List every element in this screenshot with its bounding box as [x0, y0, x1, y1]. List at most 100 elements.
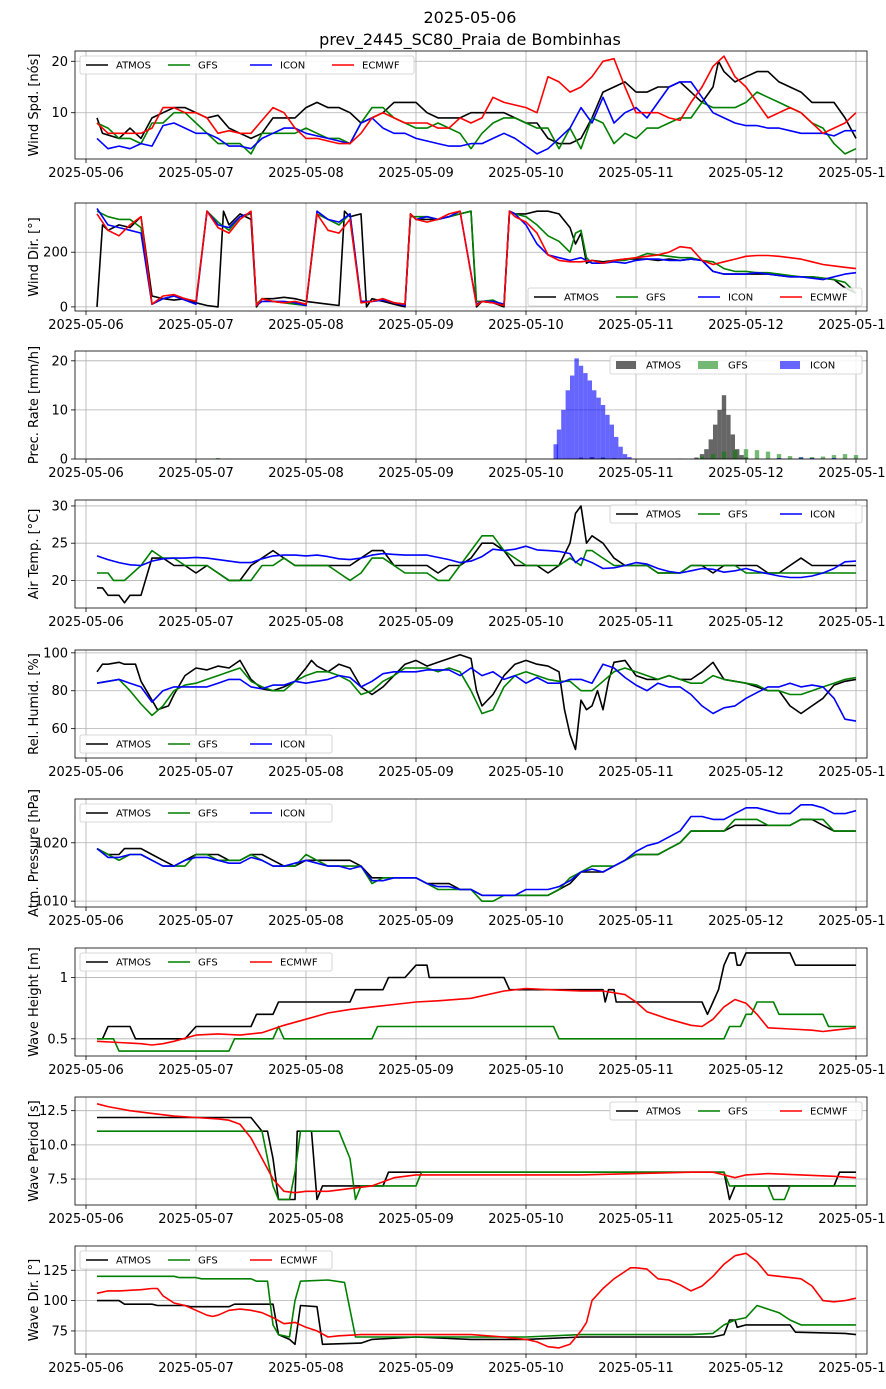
- legend: ATMOS GFS ICON: [79, 734, 333, 754]
- precip-bar-gfs: [842, 454, 848, 459]
- precip-bar-icon: [618, 446, 623, 459]
- x-tick-label: 2025-05-06: [48, 1361, 124, 1376]
- legend: ATMOS GFS ECMWF: [79, 1250, 333, 1270]
- precip-bar-atmos: [726, 414, 731, 459]
- plot-area: [94, 358, 859, 459]
- y-tick-label: 200: [43, 246, 68, 261]
- x-tick-label: 2025-05-10: [488, 615, 564, 630]
- plot-area: [96, 1252, 857, 1349]
- precip-bar-icon: [583, 373, 588, 459]
- y-tick-label: 30: [51, 499, 68, 514]
- precip-bar-atmos: [739, 455, 744, 459]
- series-line-atmos: [96, 653, 857, 751]
- x-tick-label: 2025-05-09: [378, 765, 454, 780]
- y-axis-label: Air Temp. [°C]: [27, 509, 42, 600]
- panel-7: 2025-05-06 2025-05-07 2025-05-08 2025-05-09…: [27, 1096, 886, 1227]
- legend-label-icon: ICON: [810, 361, 835, 372]
- series-line-ecmwf: [96, 1252, 857, 1349]
- legend: ATMOS GFS ICON ECMWF: [527, 287, 863, 307]
- precip-bar-icon: [627, 457, 632, 459]
- panel-5: 2025-05-06 2025-05-07 2025-05-08 2025-05-09…: [27, 789, 886, 929]
- precip-bar-icon: [556, 429, 562, 459]
- y-tick-label: 12.5: [39, 1104, 68, 1119]
- plot-area: [96, 952, 857, 1052]
- series-line-ecmwf: [96, 55, 857, 145]
- precip-bar-gfs: [754, 450, 760, 459]
- precip-bar-icon: [565, 390, 570, 459]
- x-tick-label: 2025-05-11: [598, 1361, 674, 1376]
- legend-label-icon: ICON: [280, 809, 305, 820]
- x-tick-label: 2025-05-10: [488, 166, 564, 181]
- y-tick-label: 1: [60, 971, 68, 986]
- series-line-ecmwf: [96, 987, 857, 1046]
- precip-bar-icon: [809, 458, 815, 459]
- panel-6: 2025-05-06 2025-05-07 2025-05-08 2025-05-09…: [27, 947, 886, 1078]
- x-tick-label: 2025-05-08: [268, 166, 344, 181]
- x-tick-label: 2025-05-12: [708, 765, 784, 780]
- x-tick-label: 2025-05-11: [598, 615, 674, 630]
- figure-title-station: prev_2445_SC80_Praia de Bombinhas: [319, 30, 621, 50]
- panel-1: 2025-05-06 2025-05-07 2025-05-08 2025-05-09…: [27, 202, 886, 333]
- y-tick-label: 60: [51, 722, 68, 737]
- legend-swatch-gfs: [698, 361, 718, 369]
- series-line-atmos: [97, 1116, 856, 1201]
- series-line-gfs: [96, 210, 857, 307]
- legend: ATMOS GFS ECMWF: [79, 952, 333, 972]
- legend-swatch-atmos: [616, 361, 636, 369]
- x-tick-label: 2025-05-07: [158, 1361, 234, 1376]
- x-tick-label: 2025-05-11: [598, 466, 674, 481]
- legend-label-icon: ICON: [728, 293, 753, 304]
- x-tick-label: 2025-05-11: [598, 1212, 674, 1227]
- precip-bar-icon: [622, 454, 628, 459]
- legend-label-gfs: GFS: [728, 510, 748, 521]
- legend-label-atmos: ATMOS: [646, 1107, 681, 1118]
- x-tick-label: 2025-05-11: [598, 765, 674, 780]
- legend-box: [527, 287, 863, 307]
- precip-bar-gfs: [215, 458, 221, 459]
- x-tick-label: 2025-05-09: [378, 466, 454, 481]
- legend: ATMOS GFS ECMWF: [609, 1101, 863, 1121]
- y-tick-label: 0.5: [47, 1032, 68, 1047]
- precip-bar-gfs: [831, 455, 837, 459]
- x-tick-label: 2025-05-10: [488, 466, 564, 481]
- x-tick-label: 2025-05-13: [818, 166, 886, 181]
- panel-0: 2025-05-06 2025-05-07 2025-05-08 2025-05-09…: [27, 50, 886, 181]
- legend-label-gfs: GFS: [728, 1107, 748, 1118]
- legend-box: [79, 1250, 333, 1270]
- x-tick-label: 2025-05-13: [818, 1212, 886, 1227]
- panel-2: 2025-05-06 2025-05-07 2025-05-08 2025-05-09…: [27, 346, 886, 481]
- x-tick-label: 2025-05-13: [818, 1361, 886, 1376]
- x-tick-label: 2025-05-09: [378, 166, 454, 181]
- precip-bar-atmos: [694, 457, 699, 459]
- series-line-gfs: [96, 91, 857, 155]
- legend-label-icon: ICON: [280, 740, 305, 751]
- precip-bar-gfs: [721, 451, 727, 459]
- precip-bar-icon: [600, 405, 606, 459]
- x-tick-label: 2025-05-06: [48, 1212, 124, 1227]
- legend-label-icon: ICON: [280, 61, 305, 72]
- legend-label-ecmwf: ECMWF: [810, 293, 848, 304]
- x-tick-label: 2025-05-08: [268, 1063, 344, 1078]
- series-line-gfs: [96, 667, 857, 717]
- legend-box: [79, 55, 415, 75]
- x-tick-label: 2025-05-13: [818, 466, 886, 481]
- y-tick-label: 7.5: [47, 1173, 68, 1188]
- y-tick-label: 10: [51, 403, 68, 418]
- legend-label-atmos: ATMOS: [116, 809, 151, 820]
- x-tick-label: 2025-05-08: [268, 914, 344, 929]
- y-tick-label: 100: [43, 646, 68, 661]
- plot-area: [96, 208, 857, 308]
- legend-label-ecmwf: ECMWF: [810, 1107, 848, 1118]
- x-tick-label: 2025-05-12: [708, 615, 784, 630]
- legend-swatch-icon: [780, 361, 800, 369]
- x-tick-label: 2025-05-06: [48, 914, 124, 929]
- series-line-ecmwf: [96, 1103, 857, 1194]
- x-tick-label: 2025-05-07: [158, 615, 234, 630]
- y-tick-label: 10.0: [39, 1138, 68, 1153]
- precip-bar-icon: [831, 458, 837, 459]
- panel-4: 2025-05-06 2025-05-07 2025-05-08 2025-05-09…: [27, 646, 886, 780]
- legend: ATMOS GFS ICON: [609, 355, 863, 375]
- legend-box: [79, 734, 333, 754]
- x-tick-label: 2025-05-06: [48, 615, 124, 630]
